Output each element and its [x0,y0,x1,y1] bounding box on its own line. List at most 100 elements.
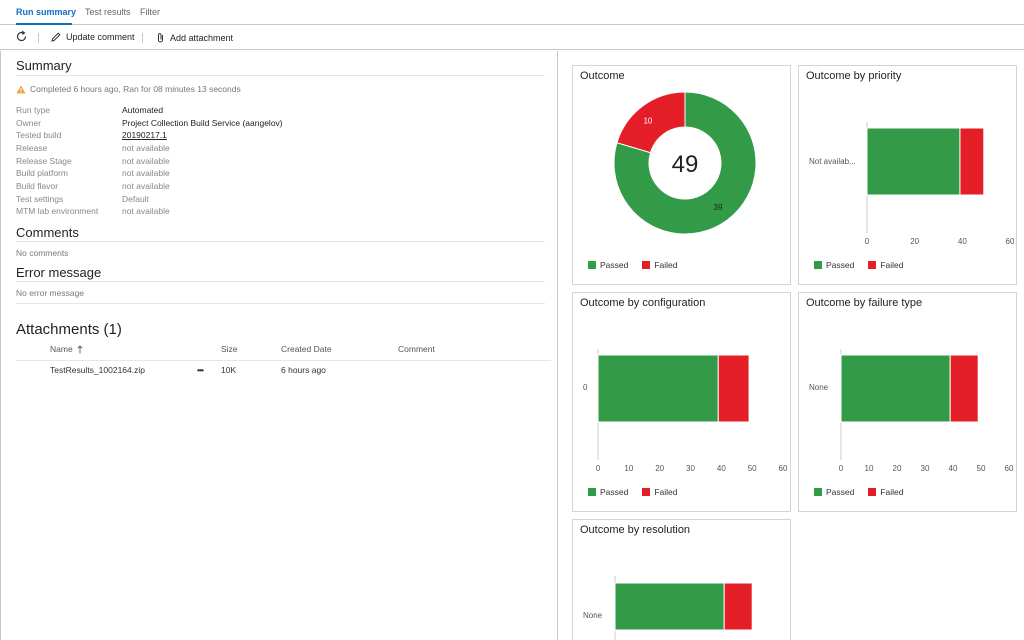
prop-value-build-platform: not available [122,168,170,178]
attachment-size: 10K [221,365,237,375]
legend-passed-swatch [814,261,822,269]
x-tick-label: 50 [977,464,986,473]
x-tick-label: 30 [921,464,930,473]
x-tick-label: 0 [839,464,844,473]
add-attachment-button[interactable]: Add attachment [156,32,233,43]
table-header-divider [16,360,551,361]
chart-title: Outcome by configuration [580,297,706,309]
bar-segment-passed [866,127,961,196]
chart-legend: Passed Failed [814,487,904,497]
bar-segment-failed [723,582,753,631]
bar-segment-passed [597,354,719,423]
legend-passed-label: Passed [826,260,855,270]
bar-segment-failed [959,127,985,196]
x-tick-label: 60 [1005,464,1014,473]
legend-passed-label: Passed [600,260,629,270]
bar-segment-passed [840,354,951,423]
update-comment-label: Update comment [66,32,135,42]
active-tab-indicator [16,23,72,25]
refresh-icon [16,30,27,42]
tab-bar: Run summary Test results Filter [0,0,1024,25]
legend-failed-swatch [642,488,651,496]
outcome-by-failure-type-card: Outcome by failure type 0 10 20 30 40 50 60 No… [798,292,1017,512]
error-message-text: No error message [16,288,85,298]
refresh-button[interactable] [15,30,28,43]
outcome-by-priority-card: Outcome by priority 0 20 40 60 Not availab.… [798,65,1017,285]
sort-ascending-icon [77,344,83,353]
outcome-chart-card: Outcome 10 39 49 Passed Failed [572,65,791,285]
outcome-by-configuration-card: Outcome by configuration 0 10 20 30 40 50 60 0… [572,292,791,512]
tab-test-results[interactable]: Test results [85,7,131,17]
x-tick-label: 60 [1006,237,1015,246]
chart-legend: Passed Failed [588,260,678,270]
outcome-by-resolution-chart [614,576,753,640]
legend-failed-label: Failed [654,487,678,497]
left-border [0,51,1,640]
prop-value-test-settings: Default [122,194,149,204]
tab-run-summary[interactable]: Run summary [16,7,77,17]
x-tick-label: 0 [865,237,870,246]
prop-name-release: Release [16,143,48,153]
chart-legend: Passed Failed [588,487,678,497]
outcome-by-resolution-card: Outcome by resolution None [572,519,791,640]
x-tick-label: 10 [865,464,874,473]
legend-passed-swatch [588,261,596,269]
prop-value-run-type: Automated [122,105,164,115]
x-tick-label: 40 [717,464,726,473]
legend-failed-swatch [868,261,877,269]
panel-splitter[interactable] [557,51,558,640]
x-tick-label: 40 [958,237,967,246]
outcome-donut-chart: 10 39 49 [613,91,757,235]
prop-value-release-stage: not available [122,156,170,166]
comments-title: Comments [16,225,79,240]
more-actions-icon[interactable]: ••• [197,365,204,375]
warning-icon [16,85,26,93]
column-header-size[interactable]: Size [221,344,238,354]
prop-name-build-flavor: Build flavor [16,181,59,191]
legend-failed-label: Failed [880,487,904,497]
bar-segment-failed [717,354,750,423]
x-tick-label: 20 [910,237,919,246]
column-header-comment[interactable]: Comment [398,344,435,354]
prop-value-owner: Project Collection Build Service (aangel… [122,118,283,128]
outcome-by-failure-type-chart: 0 10 20 30 40 50 60 [839,349,1014,473]
x-tick-label: 30 [686,464,695,473]
x-tick-label: 10 [624,464,633,473]
chart-legend: Passed Failed [814,260,904,270]
legend-passed-swatch [814,488,822,496]
attachment-name-link[interactable]: TestResults_1002164.zip [50,365,145,375]
toolbar-divider [38,33,39,43]
x-tick-label: 20 [893,464,902,473]
section-divider [16,241,545,242]
chart-title: Outcome [580,70,625,82]
tested-build-link[interactable]: 20190217.1 [122,130,167,140]
bar-segment-passed [614,582,725,631]
attachments-title: Attachments (1) [16,321,122,338]
section-divider [16,281,545,282]
legend-failed-swatch [642,261,651,269]
chart-title: Outcome by resolution [580,524,691,536]
prop-name-run-type: Run type [16,105,51,115]
add-attachment-label: Add attachment [170,32,234,43]
pencil-icon [51,32,61,42]
prop-name-mtm-lab-environment: MTM lab environment [16,206,99,216]
run-status: Completed 6 hours ago, Ran for 08 minute… [16,84,241,94]
legend-passed-label: Passed [600,487,629,497]
donut-slice-label: 39 [714,203,723,212]
outcome-by-priority-chart: 0 20 40 60 [865,122,1015,246]
prop-name-owner: Owner [16,118,42,128]
tab-filter[interactable]: Filter [140,7,160,17]
legend-failed-swatch [868,488,877,496]
toolbar-divider [142,33,143,43]
section-divider [16,75,545,76]
donut-total-label: 49 [672,151,699,178]
column-header-name[interactable]: Name [50,344,83,354]
column-header-created-date[interactable]: Created Date [281,344,332,354]
comments-text: No comments [16,248,69,258]
legend-failed-label: Failed [654,260,678,270]
donut-slice-label: 10 [643,116,652,125]
update-comment-button[interactable]: Update comment [51,32,135,42]
run-status-text: Completed 6 hours ago, Ran for 08 minute… [30,84,241,94]
category-label: 0 [583,383,588,392]
attachment-created-date: 6 hours ago [281,365,326,375]
